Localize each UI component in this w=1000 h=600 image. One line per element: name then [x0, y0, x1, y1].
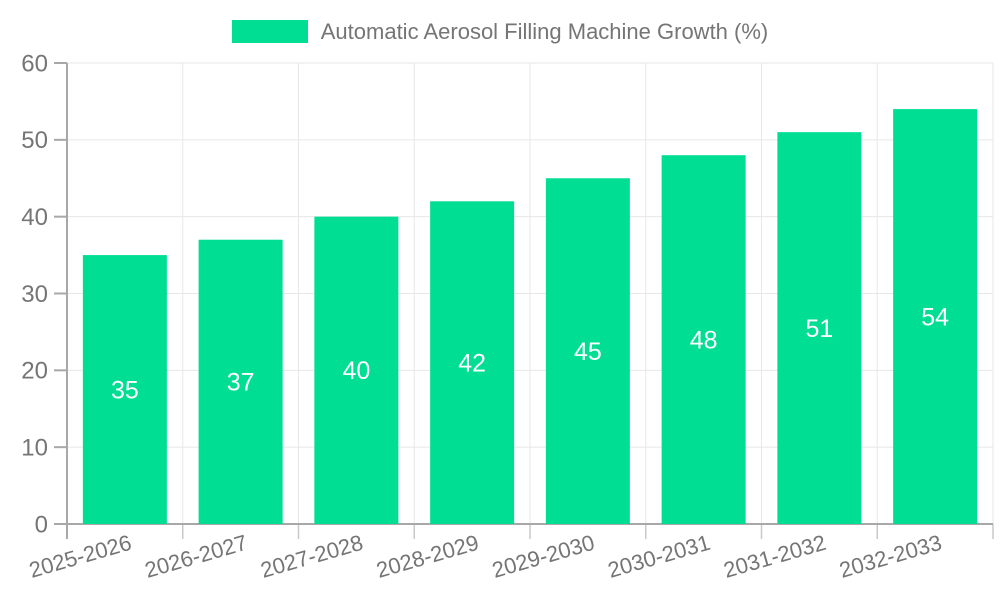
bar-2028-2029[interactable]	[430, 201, 515, 525]
bar-value-label: 40	[342, 357, 370, 385]
bar-value-label: 42	[458, 349, 486, 377]
x-tick-label: 2028-2029	[373, 530, 481, 583]
bar-value-label: 54	[921, 303, 949, 331]
x-tick-label: 2027-2028	[258, 530, 366, 583]
y-tick-label: 60	[21, 50, 48, 77]
legend-label: Automatic Aerosol Filling Machine Growth…	[320, 19, 769, 44]
bar-2032-2033[interactable]	[893, 109, 978, 524]
bar-value-label: 37	[227, 369, 255, 397]
x-tick-label: 2030-2031	[605, 530, 713, 583]
x-tick-label: 2029-2030	[489, 530, 597, 583]
bar-2029-2030[interactable]	[545, 178, 630, 524]
bar-2031-2032[interactable]	[777, 132, 862, 524]
bar-value-label: 48	[690, 326, 718, 354]
y-tick-label: 30	[21, 281, 48, 308]
y-tick-label: 40	[21, 204, 48, 231]
bar-value-label: 35	[111, 376, 139, 404]
bar-2026-2027[interactable]	[198, 239, 283, 524]
bar-2030-2031[interactable]	[661, 155, 746, 524]
bar-2027-2028[interactable]	[314, 216, 399, 524]
x-tick-label: 2032-2033	[836, 530, 944, 583]
y-tick-label: 10	[21, 435, 48, 462]
y-tick-label: 20	[21, 358, 48, 385]
y-tick-label: 0	[35, 511, 48, 538]
bar-2025-2026[interactable]	[82, 255, 167, 525]
x-tick-label: 2026-2027	[142, 530, 250, 583]
bar-value-label: 51	[805, 315, 833, 343]
bar-value-label: 45	[574, 338, 602, 366]
legend-item[interactable]: Automatic Aerosol Filling Machine Growth…	[0, 20, 1000, 43]
x-tick-label: 2031-2032	[721, 530, 829, 583]
legend-swatch	[231, 20, 308, 43]
y-tick-label: 50	[21, 127, 48, 154]
